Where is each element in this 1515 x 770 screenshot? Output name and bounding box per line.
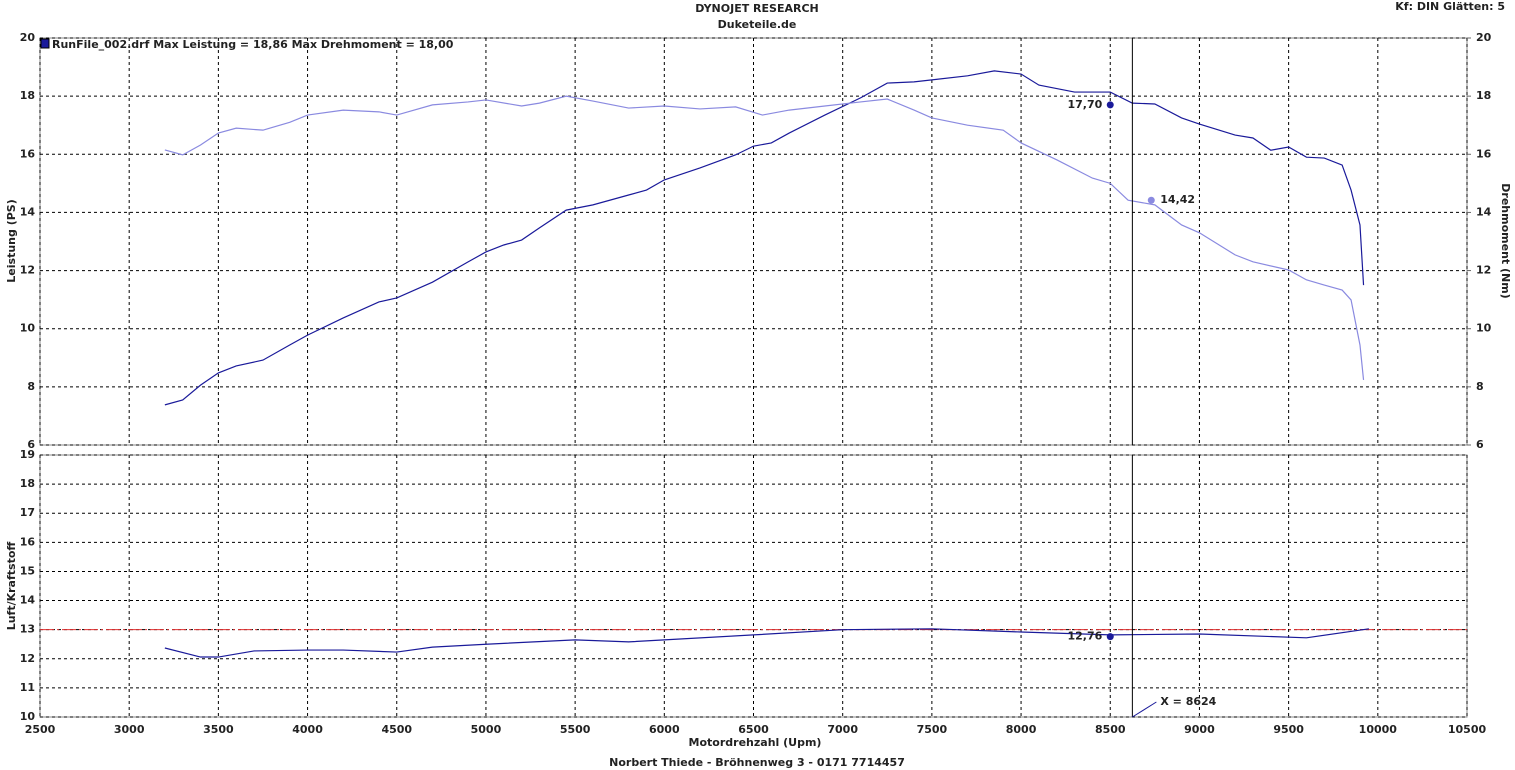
x-tick-label: 2500: [25, 723, 56, 736]
x-axis-label: Motordrehzahl (Upm): [689, 736, 822, 749]
y-tick-label: 8: [27, 380, 35, 393]
y-tick-label: 16: [20, 147, 36, 160]
y-axis-label: Leistung (PS): [5, 199, 18, 282]
series-line: [164, 95, 1365, 380]
y-tick-label: 12: [20, 264, 35, 277]
x-tick-label: 7500: [917, 723, 948, 736]
x-tick-label: 9000: [1184, 723, 1215, 736]
x-tick-label: 6500: [738, 723, 769, 736]
y2-axis-label: Drehmoment (Nm): [1499, 183, 1512, 298]
footer: Norbert Thiede - Bröhnenweg 3 - 0171 771…: [609, 756, 905, 769]
settings-note: Kf: DIN Glätten: 5: [1395, 0, 1505, 13]
y-tick-label: 10: [20, 710, 36, 723]
legend-entry: RunFile_002.drf Max Leistung = 18,86 Max…: [52, 38, 454, 51]
x-tick-label: 10000: [1359, 723, 1398, 736]
chart-subtitle: Duketeile.de: [718, 18, 797, 31]
x-tick-label: 5000: [471, 723, 502, 736]
chart-title: DYNOJET RESEARCH: [695, 2, 818, 15]
y-tick-label: 18: [20, 477, 35, 490]
y2-tick-label: 8: [1476, 380, 1484, 393]
y2-tick-label: 20: [1476, 31, 1492, 44]
y-tick-label: 6: [27, 438, 35, 451]
x-tick-label: 8000: [1006, 723, 1037, 736]
x-tick-label: 5500: [560, 723, 591, 736]
cursor-marker: [1106, 101, 1114, 109]
y-tick-label: 17: [20, 506, 35, 519]
y2-tick-label: 6: [1476, 438, 1484, 451]
y2-tick-label: 12: [1476, 264, 1491, 277]
x-tick-label: 8500: [1095, 723, 1126, 736]
cursor-marker: [1147, 196, 1155, 204]
marker-label: 17,70: [1067, 98, 1102, 111]
y-tick-label: 10: [20, 322, 36, 335]
cursor-marker: [1106, 633, 1114, 641]
y-tick-label: 13: [20, 623, 35, 636]
y2-tick-label: 16: [1476, 147, 1492, 160]
cursor-label: X = 8624: [1160, 695, 1216, 708]
y-tick-label: 14: [20, 594, 36, 607]
series-line: [164, 628, 1369, 658]
y-tick-label: 15: [20, 564, 35, 577]
x-tick-label: 10500: [1448, 723, 1487, 736]
y-axis-label: Luft/Kraftstoff: [5, 542, 18, 631]
y2-tick-label: 10: [1476, 322, 1492, 335]
y-tick-label: 19: [20, 448, 35, 461]
x-tick-label: 7000: [827, 723, 858, 736]
x-tick-label: 3500: [203, 723, 234, 736]
legend-swatch: [40, 38, 50, 49]
y2-tick-label: 18: [1476, 89, 1491, 102]
x-tick-label: 9500: [1273, 723, 1304, 736]
y-tick-label: 12: [20, 652, 35, 665]
x-tick-label: 3000: [114, 723, 145, 736]
x-tick-label: 6000: [649, 723, 680, 736]
marker-label: 14,42: [1160, 193, 1195, 206]
y-tick-label: 14: [20, 205, 36, 218]
y2-tick-label: 14: [1476, 205, 1492, 218]
series-line: [164, 70, 1365, 406]
marker-label: 12,76: [1067, 630, 1102, 643]
y-tick-label: 18: [20, 89, 35, 102]
cursor-pointer: [1132, 701, 1157, 718]
x-tick-label: 4500: [381, 723, 412, 736]
y-tick-label: 20: [20, 31, 36, 44]
y-tick-label: 16: [20, 535, 36, 548]
x-tick-label: 4000: [292, 723, 323, 736]
y-tick-label: 11: [20, 681, 35, 694]
